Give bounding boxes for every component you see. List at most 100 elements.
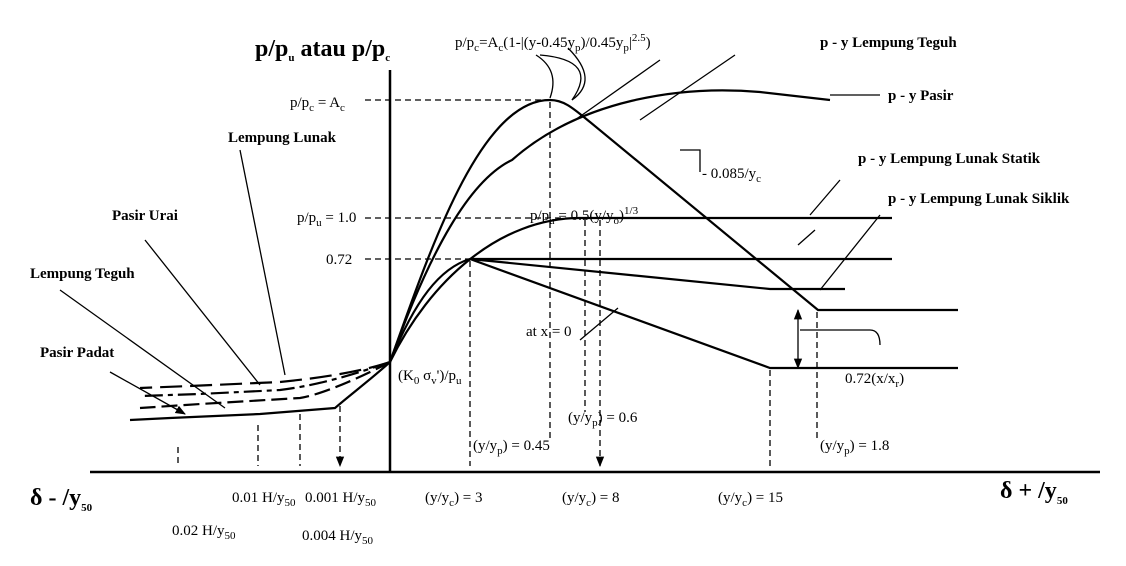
labels: p/pu atau p/pc p/pc=Ac(1-|(y-0.45yp)/0.4… xyxy=(30,32,1070,547)
axis-label: δ - /y50 xyxy=(30,485,93,514)
label-part: u xyxy=(456,375,462,387)
label-part: σ xyxy=(419,368,431,384)
label-part: 0.004 H/y xyxy=(302,528,363,544)
annotations xyxy=(59,47,881,414)
label-part: p xyxy=(844,445,850,457)
label-part: δ + /y xyxy=(1000,478,1057,504)
label: - 0.085/yc xyxy=(702,166,761,185)
label: p/pu = 1.0 xyxy=(297,210,356,229)
label-part: ) = 0.45 xyxy=(503,438,550,454)
label-part: 0.001 H/y xyxy=(305,490,366,506)
label-part: ) xyxy=(899,371,904,387)
axis-label: δ + /y50 xyxy=(1000,478,1068,507)
label-part: ) = 3 xyxy=(454,490,482,506)
label-part: ) = 8 xyxy=(591,490,619,506)
label-part: ) = 0.6 xyxy=(598,410,638,426)
label-part: p/p xyxy=(530,208,549,224)
label: 0.72 xyxy=(326,252,352,268)
label-part: (K xyxy=(398,368,414,384)
label: p/pc = Ac xyxy=(290,95,345,114)
label-part: 0.02 H/y xyxy=(172,523,225,539)
label-part: (y/y xyxy=(820,438,845,454)
label-part: v xyxy=(431,375,437,387)
label-part: ) = 1.8 xyxy=(850,438,890,454)
label-part: 50 xyxy=(362,535,374,547)
label-part: 50 xyxy=(285,497,297,509)
label: 0.72(x/xr) xyxy=(845,371,904,390)
label: 0.01 H/y50 xyxy=(232,490,296,509)
label-part: =A xyxy=(479,35,498,51)
label-part: ')/p xyxy=(437,368,456,384)
label-part: u xyxy=(316,217,322,229)
label-part: atau p/p xyxy=(295,36,386,62)
label: p/pc=Ac(1-|(y-0.45yp)/0.45yp|2.5) xyxy=(455,32,651,54)
label-part: r xyxy=(895,378,899,390)
label-part: - 0.085/y xyxy=(702,166,757,182)
label-part: δ - /y xyxy=(30,485,81,511)
label: (y/yp) = 0.6 xyxy=(568,410,638,429)
label-part: | xyxy=(629,35,632,51)
label-part: 50 xyxy=(81,502,93,514)
label-part: c xyxy=(756,173,761,185)
label-part: c xyxy=(385,52,390,64)
label-part: (y/y xyxy=(425,490,450,506)
label-part: c xyxy=(449,497,454,509)
label-part: 0.72(x/x xyxy=(845,371,896,387)
curves xyxy=(129,89,958,422)
label-part: (y/y xyxy=(568,410,593,426)
label-part: o xyxy=(614,215,620,227)
label-part: 0.01 H/y xyxy=(232,490,285,506)
label-part: p/p xyxy=(455,35,474,51)
label: (y/yc) = 3 xyxy=(425,490,483,509)
label: (y/yp) = 0.45 xyxy=(473,438,550,457)
label-part: (1-|(y-0.45y xyxy=(503,35,575,51)
label: Pasir Urai xyxy=(112,208,178,224)
label-part: u xyxy=(288,52,294,64)
label-part: c xyxy=(498,42,503,54)
label: p - y Lempung Lunak Siklik xyxy=(888,191,1070,207)
label-part: u xyxy=(549,215,555,227)
label-part: p xyxy=(623,42,629,54)
label-part: p xyxy=(575,42,581,54)
label: p - y Lempung Lunak Statik xyxy=(858,151,1041,167)
label-part: = 1.0 xyxy=(322,210,357,226)
label-part: 50 xyxy=(225,530,237,542)
label-part: 50 xyxy=(1057,495,1069,507)
label-part: p/p xyxy=(297,210,316,226)
guides xyxy=(177,99,818,466)
label-part: = A xyxy=(314,95,340,111)
label: at x = 0 xyxy=(526,324,572,340)
label: p - y Lempung Teguh xyxy=(820,35,957,51)
label-part: 1/3 xyxy=(624,205,639,217)
label-part: c xyxy=(309,102,314,114)
label-part: = 0.5(y/y xyxy=(555,208,614,224)
label: (y/yc) = 8 xyxy=(562,490,620,509)
label-part: 0 xyxy=(414,375,420,387)
label: 0.004 H/y50 xyxy=(302,528,374,547)
label-part: )/0.45y xyxy=(580,35,623,51)
label: Lempung Lunak xyxy=(228,130,337,146)
label-part: 50 xyxy=(365,497,377,509)
label-part: ) xyxy=(619,208,624,224)
label: (y/yc) = 15 xyxy=(718,490,783,509)
label: 0.001 H/y50 xyxy=(305,490,377,509)
label-part: c xyxy=(742,497,747,509)
label: 0.02 H/y50 xyxy=(172,523,236,542)
label: Pasir Padat xyxy=(40,345,114,361)
label-part: (y/y xyxy=(473,438,498,454)
label-part: c xyxy=(474,42,479,54)
label: Lempung Teguh xyxy=(30,266,135,282)
label-part: ) xyxy=(646,35,651,51)
label-part: c xyxy=(340,102,345,114)
label-part: c xyxy=(586,497,591,509)
label-part: p/p xyxy=(290,95,309,111)
label: p - y Pasir xyxy=(888,88,954,104)
label-part: (y/y xyxy=(718,490,743,506)
label-part: 2.5 xyxy=(632,32,646,44)
label-part: ) = 15 xyxy=(747,490,783,506)
axis-title: p/pu atau p/pc xyxy=(255,36,390,64)
label-part: p xyxy=(592,417,598,429)
label-part: (y/y xyxy=(562,490,587,506)
label-part: p/p xyxy=(255,36,288,62)
label: p/pu = 0.5(y/yo)1/3 xyxy=(530,205,639,227)
